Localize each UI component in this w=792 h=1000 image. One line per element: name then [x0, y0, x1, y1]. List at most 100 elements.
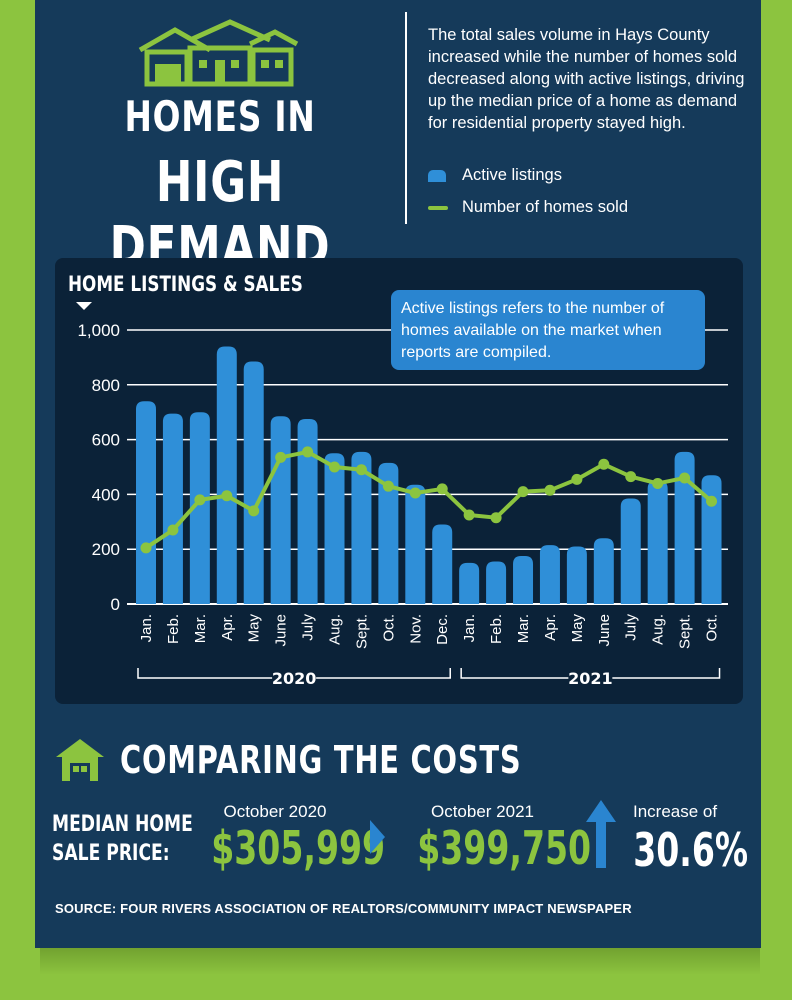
- header-divider: [405, 12, 407, 224]
- x-tick-label: Oct.: [704, 614, 721, 642]
- legend-item-homes-sold: Number of homes sold: [428, 198, 628, 217]
- chart-title-arrow-icon: [76, 302, 92, 310]
- x-tick-label: Oct.: [380, 614, 397, 642]
- sold-point-10: [409, 487, 421, 499]
- bar-17: [593, 538, 614, 604]
- x-tick-label: June: [273, 614, 290, 647]
- year-label: 2021: [568, 669, 613, 688]
- bar-1: [162, 413, 183, 604]
- sold-point-13: [490, 512, 502, 524]
- x-tick-label: Feb.: [165, 614, 182, 644]
- x-tick-label: Apr.: [542, 614, 559, 641]
- x-tick-label: July: [623, 614, 640, 641]
- price-2020: $305,999: [211, 821, 386, 875]
- sold-point-0: [140, 542, 152, 554]
- median-label-line2: SALE PRICE:: [52, 841, 170, 866]
- y-tick-label: 600: [92, 431, 120, 450]
- bar-11: [432, 524, 453, 604]
- x-tick-label: Feb.: [488, 614, 505, 644]
- source-note: SOURCE: FOUR RIVERS ASSOCIATION OF REALT…: [55, 901, 632, 916]
- bar-3: [216, 346, 237, 604]
- sold-point-8: [355, 464, 367, 476]
- x-tick-label: Aug.: [650, 614, 667, 645]
- sold-point-12: [463, 509, 475, 521]
- bar-6: [297, 419, 318, 604]
- legend-label-sold: Number of homes sold: [462, 198, 628, 216]
- x-tick-label: Nov.: [407, 614, 424, 644]
- sold-point-20: [679, 472, 691, 484]
- sold-point-1: [167, 524, 179, 536]
- bar-10: [405, 484, 426, 604]
- period-2020: October 2020: [223, 802, 327, 821]
- bar-swatch-icon: [428, 169, 446, 182]
- year-label: 2020: [272, 669, 317, 688]
- year-bracket-left: [460, 668, 569, 679]
- period-2021: October 2021: [430, 802, 534, 821]
- bar-8: [351, 451, 372, 604]
- bar-20: [674, 451, 695, 604]
- x-tick-label: May: [246, 614, 263, 643]
- y-tick-label: 800: [92, 376, 120, 395]
- y-tick-label: 200: [92, 540, 120, 559]
- x-tick-label: July: [300, 614, 317, 641]
- median-label-line1: MEDIAN HOME: [52, 812, 193, 837]
- x-tick-label: Dec.: [434, 614, 451, 645]
- chart-callout: Active listings refers to the number of …: [391, 290, 705, 370]
- sold-point-5: [275, 451, 287, 463]
- bottom-shadow: [40, 945, 760, 975]
- arrow-up-icon: [586, 800, 616, 868]
- year-bracket-right: [612, 668, 721, 679]
- sold-point-21: [706, 495, 718, 507]
- year-bracket-left: [137, 668, 273, 679]
- y-tick-label: 0: [111, 595, 120, 614]
- legend-label-active: Active listings: [462, 166, 562, 184]
- main-title-line1: HOMES IN: [124, 92, 316, 141]
- x-tick-label: June: [596, 614, 613, 647]
- sold-point-4: [248, 505, 260, 517]
- house-icon: [56, 739, 104, 781]
- intro-text: The total sales volume in Hays County in…: [428, 26, 745, 132]
- x-tick-label: Jan.: [138, 614, 155, 642]
- chart-title: HOME LISTINGS & SALES: [68, 272, 303, 296]
- sold-point-16: [571, 473, 583, 485]
- sold-point-11: [436, 483, 448, 495]
- x-tick-label: Sept.: [677, 614, 694, 649]
- bar-4: [243, 361, 264, 604]
- sold-point-6: [302, 446, 314, 458]
- x-tick-label: Mar.: [192, 614, 209, 643]
- bar-2: [189, 412, 210, 604]
- sold-point-7: [329, 461, 341, 473]
- sold-point-17: [598, 458, 610, 470]
- line-swatch-icon: [428, 205, 448, 210]
- bar-16: [566, 546, 587, 604]
- sold-point-2: [194, 494, 206, 506]
- x-tick-label: Aug.: [327, 614, 344, 645]
- bar-14: [513, 556, 534, 604]
- bar-13: [486, 561, 507, 604]
- median-price-label: MEDIAN HOME SALE PRICE:: [52, 810, 193, 868]
- x-tick-label: Apr.: [219, 614, 236, 641]
- sold-point-15: [544, 484, 556, 496]
- x-tick-label: May: [569, 614, 586, 643]
- legend-item-active-listings: Active listings: [428, 166, 562, 185]
- bar-18: [620, 498, 641, 604]
- sold-point-18: [625, 471, 637, 483]
- x-tick-label: Sept.: [353, 614, 370, 649]
- sold-line: [144, 449, 713, 550]
- chevron-right-icon: [370, 820, 385, 854]
- increase-value: 30.6%: [633, 823, 749, 877]
- x-tick-label: Jan.: [461, 614, 478, 642]
- y-tick-label: 400: [92, 485, 120, 504]
- bar-15: [539, 545, 560, 604]
- sold-point-19: [652, 477, 664, 489]
- year-bracket-right: [316, 668, 451, 679]
- sold-point-14: [517, 486, 529, 498]
- bar-9: [378, 462, 399, 604]
- price-2021: $399,750: [417, 821, 592, 875]
- bar-5: [270, 416, 291, 604]
- bar-7: [324, 453, 345, 604]
- costs-title: COMPARING THE COSTS: [120, 738, 522, 782]
- sold-point-3: [221, 490, 233, 502]
- houses-logo-icon: [138, 19, 299, 87]
